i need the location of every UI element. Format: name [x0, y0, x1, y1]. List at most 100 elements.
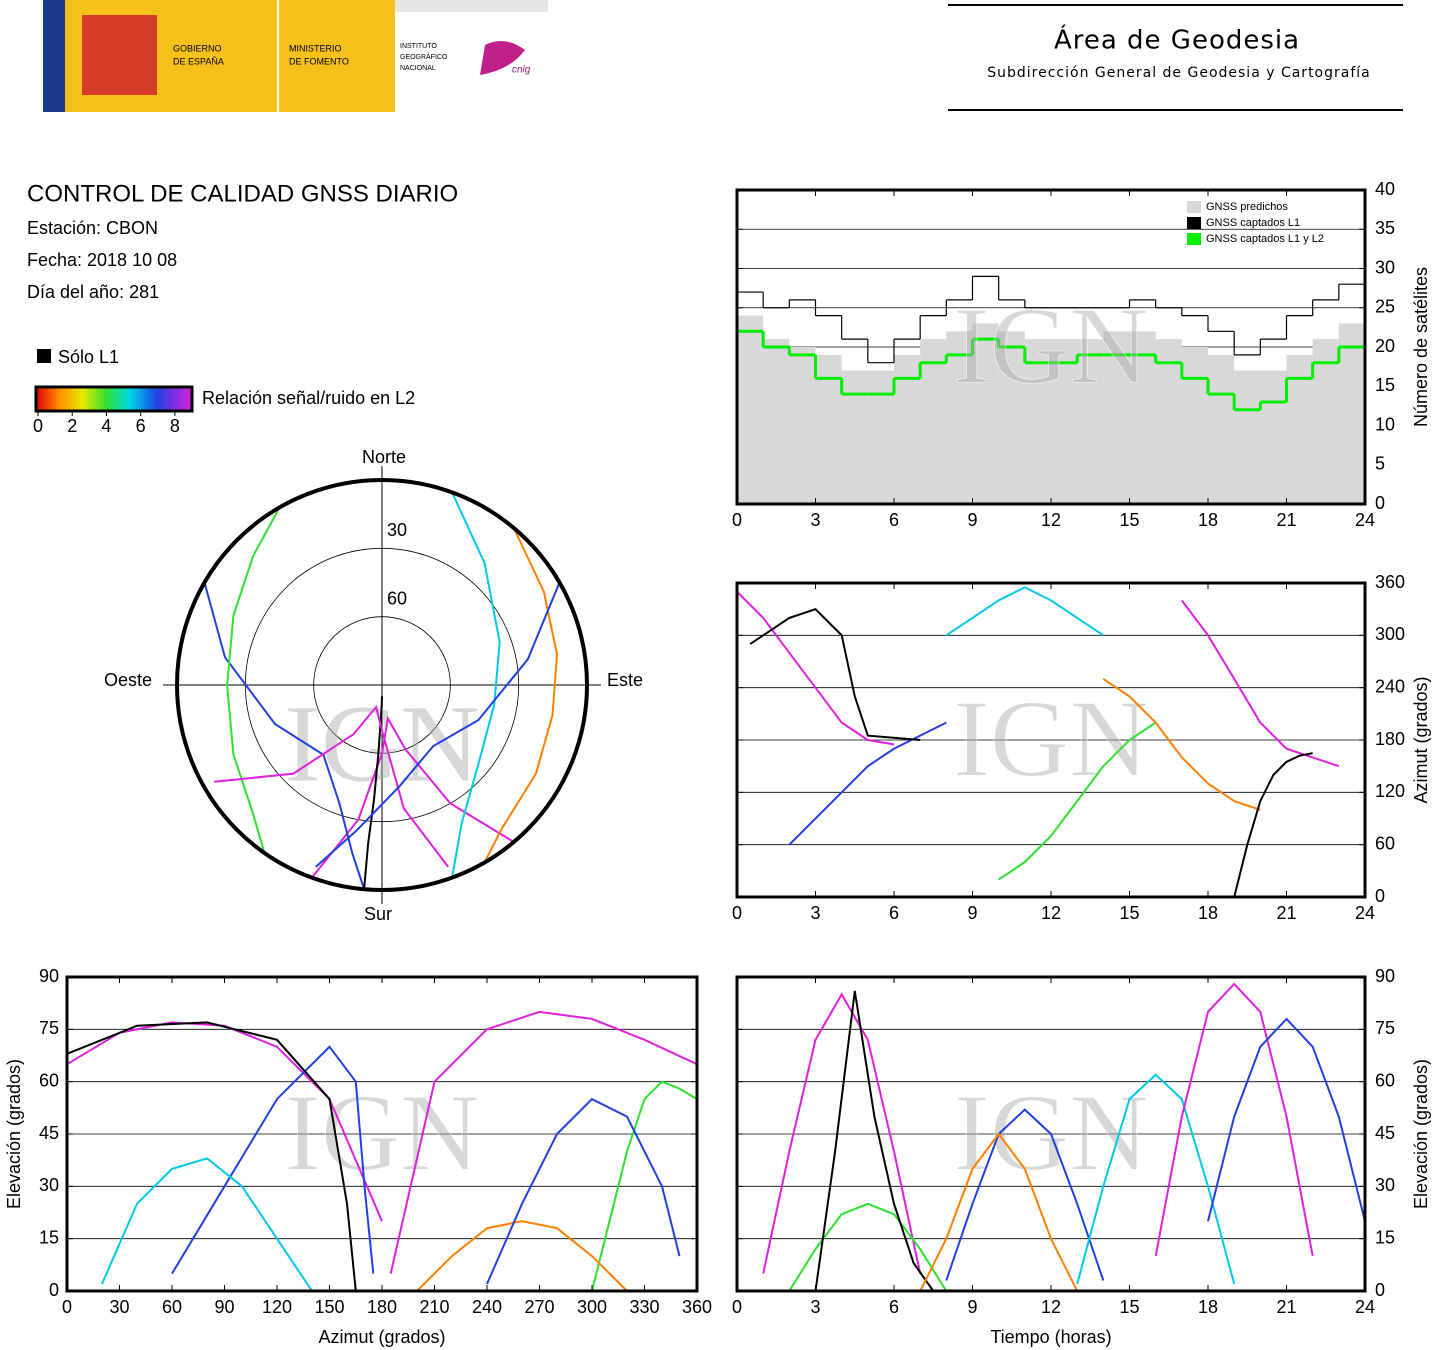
legend-label: GNSS predichos [1206, 201, 1288, 213]
x-tick-label: 21 [1276, 1297, 1296, 1317]
area-step [972, 323, 999, 504]
y-tick-label: 20 [1375, 336, 1395, 356]
y-axis-label: Número de satélites [1411, 267, 1431, 427]
track [1181, 599, 1340, 768]
logo [43, 0, 548, 112]
y-tick-label: 0 [1375, 493, 1385, 513]
area-step [763, 339, 790, 504]
track [1233, 752, 1313, 898]
y-tick-label: 90 [39, 966, 59, 986]
track [389, 1010, 698, 1274]
y-tick-label: 60 [1375, 1070, 1395, 1090]
area-step [1234, 370, 1261, 504]
area-title: Área de Geodesia [1054, 24, 1300, 56]
y-axis-label: Azimut (grados) [1411, 676, 1431, 803]
x-tick-label: 18 [1198, 510, 1218, 530]
plot: 0 15 30 45 60 75 90 IGN 0 30 60 90 120 150 180 210 240 27… [4, 966, 712, 1347]
legend-swatch [1187, 201, 1201, 213]
area-step [920, 339, 947, 504]
x-tick-label: 24 [1355, 1297, 1375, 1317]
x-tick-label: 0 [732, 510, 742, 530]
legend-label: Sólo L1 [58, 347, 119, 367]
track [814, 990, 935, 1292]
x-tick-label: 18 [1198, 903, 1218, 923]
plot: 0 5 10 15 20 25 30 35 40 IGN 0 3 6 9 12 15 18 21 24 Número … [732, 179, 1431, 530]
y-tick-label: 25 [1375, 297, 1395, 317]
x-tick-label: 270 [524, 1297, 554, 1317]
area-step [789, 347, 816, 504]
day-of-year: Día del año: 281 [27, 282, 159, 302]
track [1154, 982, 1314, 1257]
track [171, 1045, 375, 1275]
x-tick-label: 0 [62, 1297, 72, 1317]
track [762, 992, 922, 1274]
date: Fecha: 2018 10 08 [27, 250, 177, 270]
direction-label: Este [607, 670, 643, 690]
legend-swatch [37, 349, 51, 363]
y-tick-label: 30 [39, 1175, 59, 1195]
area-step [737, 315, 764, 504]
track [66, 1021, 357, 1292]
x-tick-label: 21 [1276, 903, 1296, 923]
direction-label: Sur [364, 904, 392, 924]
y-tick-label: 75 [1375, 1018, 1395, 1038]
x-tick-label: 300 [577, 1297, 607, 1317]
area-step [1181, 347, 1208, 504]
frame [735, 581, 1367, 899]
track [486, 1097, 681, 1285]
area-subtitle: Subdirección General de Geodesia y Carto… [987, 65, 1371, 81]
y-tick-label: 360 [1375, 572, 1405, 592]
y-tick-label: 30 [1375, 1175, 1395, 1195]
frame [735, 188, 1367, 506]
frame [735, 975, 1367, 1293]
area-step [946, 331, 973, 504]
logo-text: GEOGRÁFICO [400, 52, 448, 61]
direction-label: Oeste [104, 670, 152, 690]
x-tick-label: 3 [810, 903, 820, 923]
plot: 0 15 30 45 60 75 90 IGN 0 3 6 9 12 15 18 21 24 Elevación … [732, 966, 1431, 1347]
area-step [1024, 339, 1051, 504]
legend-label: GNSS captados L1 y L2 [1206, 233, 1324, 245]
area-step [1338, 323, 1365, 504]
track [945, 586, 1104, 637]
y-tick-label: 0 [49, 1280, 59, 1300]
x-tick-label: 9 [967, 510, 977, 530]
y-tick-label: 10 [1375, 414, 1395, 434]
x-tick-label: 12 [1041, 1297, 1061, 1317]
x-tick-label: 24 [1355, 903, 1375, 923]
station: Estación: CBON [27, 218, 158, 238]
x-tick-label: 30 [109, 1297, 129, 1317]
track [736, 590, 895, 746]
legend-label: GNSS captados L1 [1206, 217, 1300, 229]
track [315, 582, 561, 868]
y-tick-label: 120 [1375, 781, 1405, 801]
track [1102, 678, 1261, 811]
x-axis-label: Azimut (grados) [318, 1327, 445, 1347]
colorbar-tick-label: 6 [136, 416, 146, 436]
area-step [1208, 354, 1235, 504]
x-tick-label: 180 [367, 1297, 397, 1317]
x-tick-label: 9 [967, 1297, 977, 1317]
watermark: IGN [953, 284, 1149, 406]
track [483, 527, 559, 863]
y-tick-label: 75 [39, 1018, 59, 1038]
horizon [175, 478, 589, 892]
y-tick-label: 45 [39, 1123, 59, 1143]
y-tick-label: 5 [1375, 454, 1385, 474]
watermark: IGN [284, 1071, 480, 1193]
track [998, 721, 1157, 881]
track [226, 507, 281, 854]
y-tick-label: 90 [1375, 966, 1395, 986]
track [101, 1157, 313, 1292]
logo-text: DE FOMENTO [289, 56, 349, 66]
logo-text: NACIONAL [400, 65, 436, 72]
track [749, 608, 921, 741]
logo-text: INSTITUTO [400, 43, 437, 50]
x-tick-label: 6 [889, 510, 899, 530]
colorbar-tick-label: 4 [101, 416, 111, 436]
watermark: IGN [953, 1071, 1149, 1193]
track [945, 1108, 1105, 1281]
area-step [1051, 339, 1078, 504]
